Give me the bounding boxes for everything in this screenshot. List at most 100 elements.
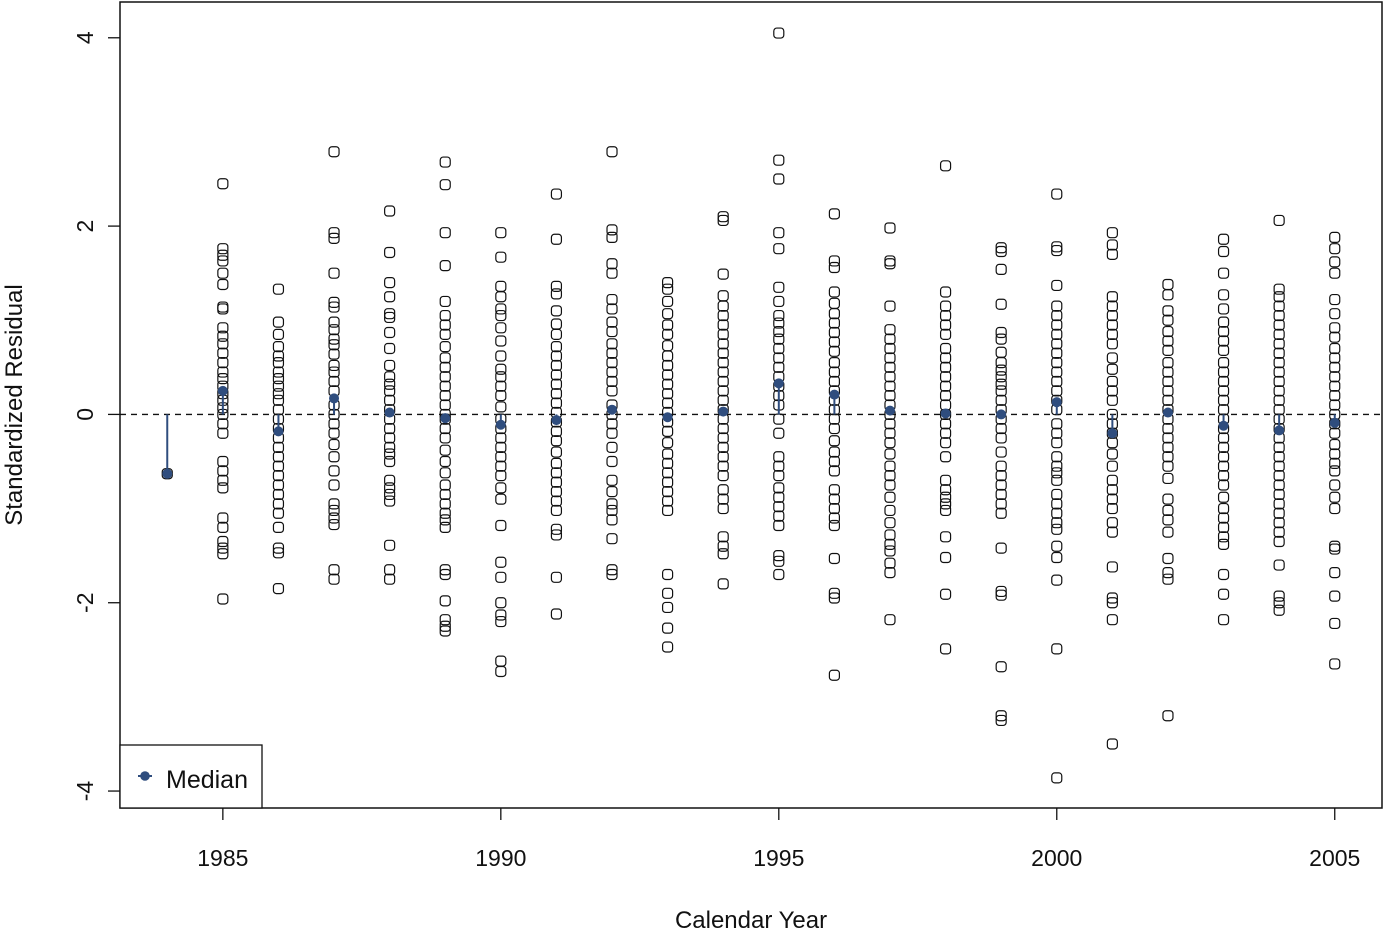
data-point	[328, 324, 340, 336]
median-point	[273, 426, 284, 437]
data-point	[606, 303, 618, 315]
data-point	[1051, 375, 1063, 388]
data-point	[328, 518, 340, 531]
data-point	[1217, 267, 1230, 279]
data-point	[550, 341, 563, 353]
data-point	[1217, 451, 1230, 463]
data-point	[1162, 472, 1174, 485]
data-point	[773, 295, 785, 308]
data-point	[1051, 772, 1063, 784]
data-point	[1273, 375, 1285, 388]
data-point	[272, 488, 285, 501]
data-point	[606, 267, 618, 279]
data-point	[217, 474, 229, 486]
data-point	[550, 446, 563, 458]
data-point	[495, 460, 507, 472]
data-point	[606, 455, 618, 468]
data-point	[717, 432, 729, 444]
data-point	[1051, 279, 1063, 292]
data-point	[773, 501, 785, 513]
data-point	[939, 474, 952, 486]
data-point	[439, 498, 451, 510]
data-point	[717, 214, 729, 227]
data-point	[495, 280, 507, 292]
median-point	[940, 408, 951, 419]
median-point	[1051, 397, 1062, 408]
data-point	[1329, 543, 1341, 555]
data-point	[606, 146, 618, 158]
data-point	[384, 311, 396, 324]
data-point	[550, 467, 563, 479]
data-point	[1273, 328, 1285, 340]
data-point	[662, 504, 674, 517]
data-point	[828, 208, 840, 220]
data-point	[1106, 300, 1118, 312]
data-point	[439, 488, 451, 501]
data-point	[773, 243, 785, 255]
data-point	[439, 352, 451, 364]
data-point	[995, 488, 1007, 501]
data-point	[217, 267, 229, 279]
median-point	[996, 409, 1007, 420]
y-tick-label: 4	[72, 31, 98, 44]
data-point	[1273, 283, 1285, 295]
data-point	[939, 437, 952, 449]
data-point	[1273, 470, 1285, 482]
data-point	[1051, 347, 1063, 359]
data-point	[606, 568, 618, 581]
data-point	[1106, 493, 1118, 505]
data-point	[384, 422, 396, 435]
data-point	[1217, 404, 1230, 416]
data-point	[773, 154, 785, 166]
data-point	[939, 160, 952, 172]
data-point	[1051, 357, 1063, 369]
data-point	[662, 340, 674, 352]
data-point	[495, 571, 507, 583]
data-point	[217, 303, 229, 315]
data-point	[1051, 474, 1063, 486]
data-point	[217, 347, 229, 359]
data-point	[606, 338, 618, 350]
data-point	[884, 342, 896, 355]
data-point	[828, 669, 840, 681]
data-point	[939, 309, 952, 322]
data-point	[1217, 325, 1230, 338]
data-point	[272, 583, 285, 595]
data-point	[939, 380, 952, 392]
data-point	[217, 482, 229, 494]
median-point	[329, 393, 340, 404]
data-point	[217, 542, 229, 554]
data-point	[217, 512, 229, 524]
data-point	[884, 300, 896, 312]
data-point	[662, 378, 674, 390]
median-point	[495, 419, 506, 430]
data-point	[384, 378, 396, 390]
data-point	[995, 326, 1007, 339]
data-point	[328, 465, 340, 477]
data-point	[1162, 432, 1174, 444]
data-point	[717, 268, 729, 280]
data-point	[828, 366, 840, 378]
data-point	[495, 470, 507, 482]
data-point	[717, 502, 729, 515]
data-point	[995, 460, 1007, 472]
data-point	[384, 205, 396, 217]
data-point	[939, 551, 952, 564]
data-point	[272, 283, 285, 295]
data-point	[1162, 526, 1174, 538]
data-point	[939, 504, 952, 517]
data-point	[662, 359, 674, 372]
data-point	[1217, 335, 1230, 347]
data-point	[217, 366, 229, 378]
data-point	[1106, 502, 1118, 515]
data-point	[384, 291, 396, 303]
data-point	[606, 325, 618, 338]
data-point	[662, 641, 674, 653]
data-point	[328, 333, 340, 345]
data-point	[328, 339, 340, 351]
median-point	[718, 406, 729, 417]
data-point	[217, 455, 229, 468]
data-point	[884, 504, 896, 517]
data-point	[884, 258, 896, 270]
data-point	[606, 316, 618, 328]
